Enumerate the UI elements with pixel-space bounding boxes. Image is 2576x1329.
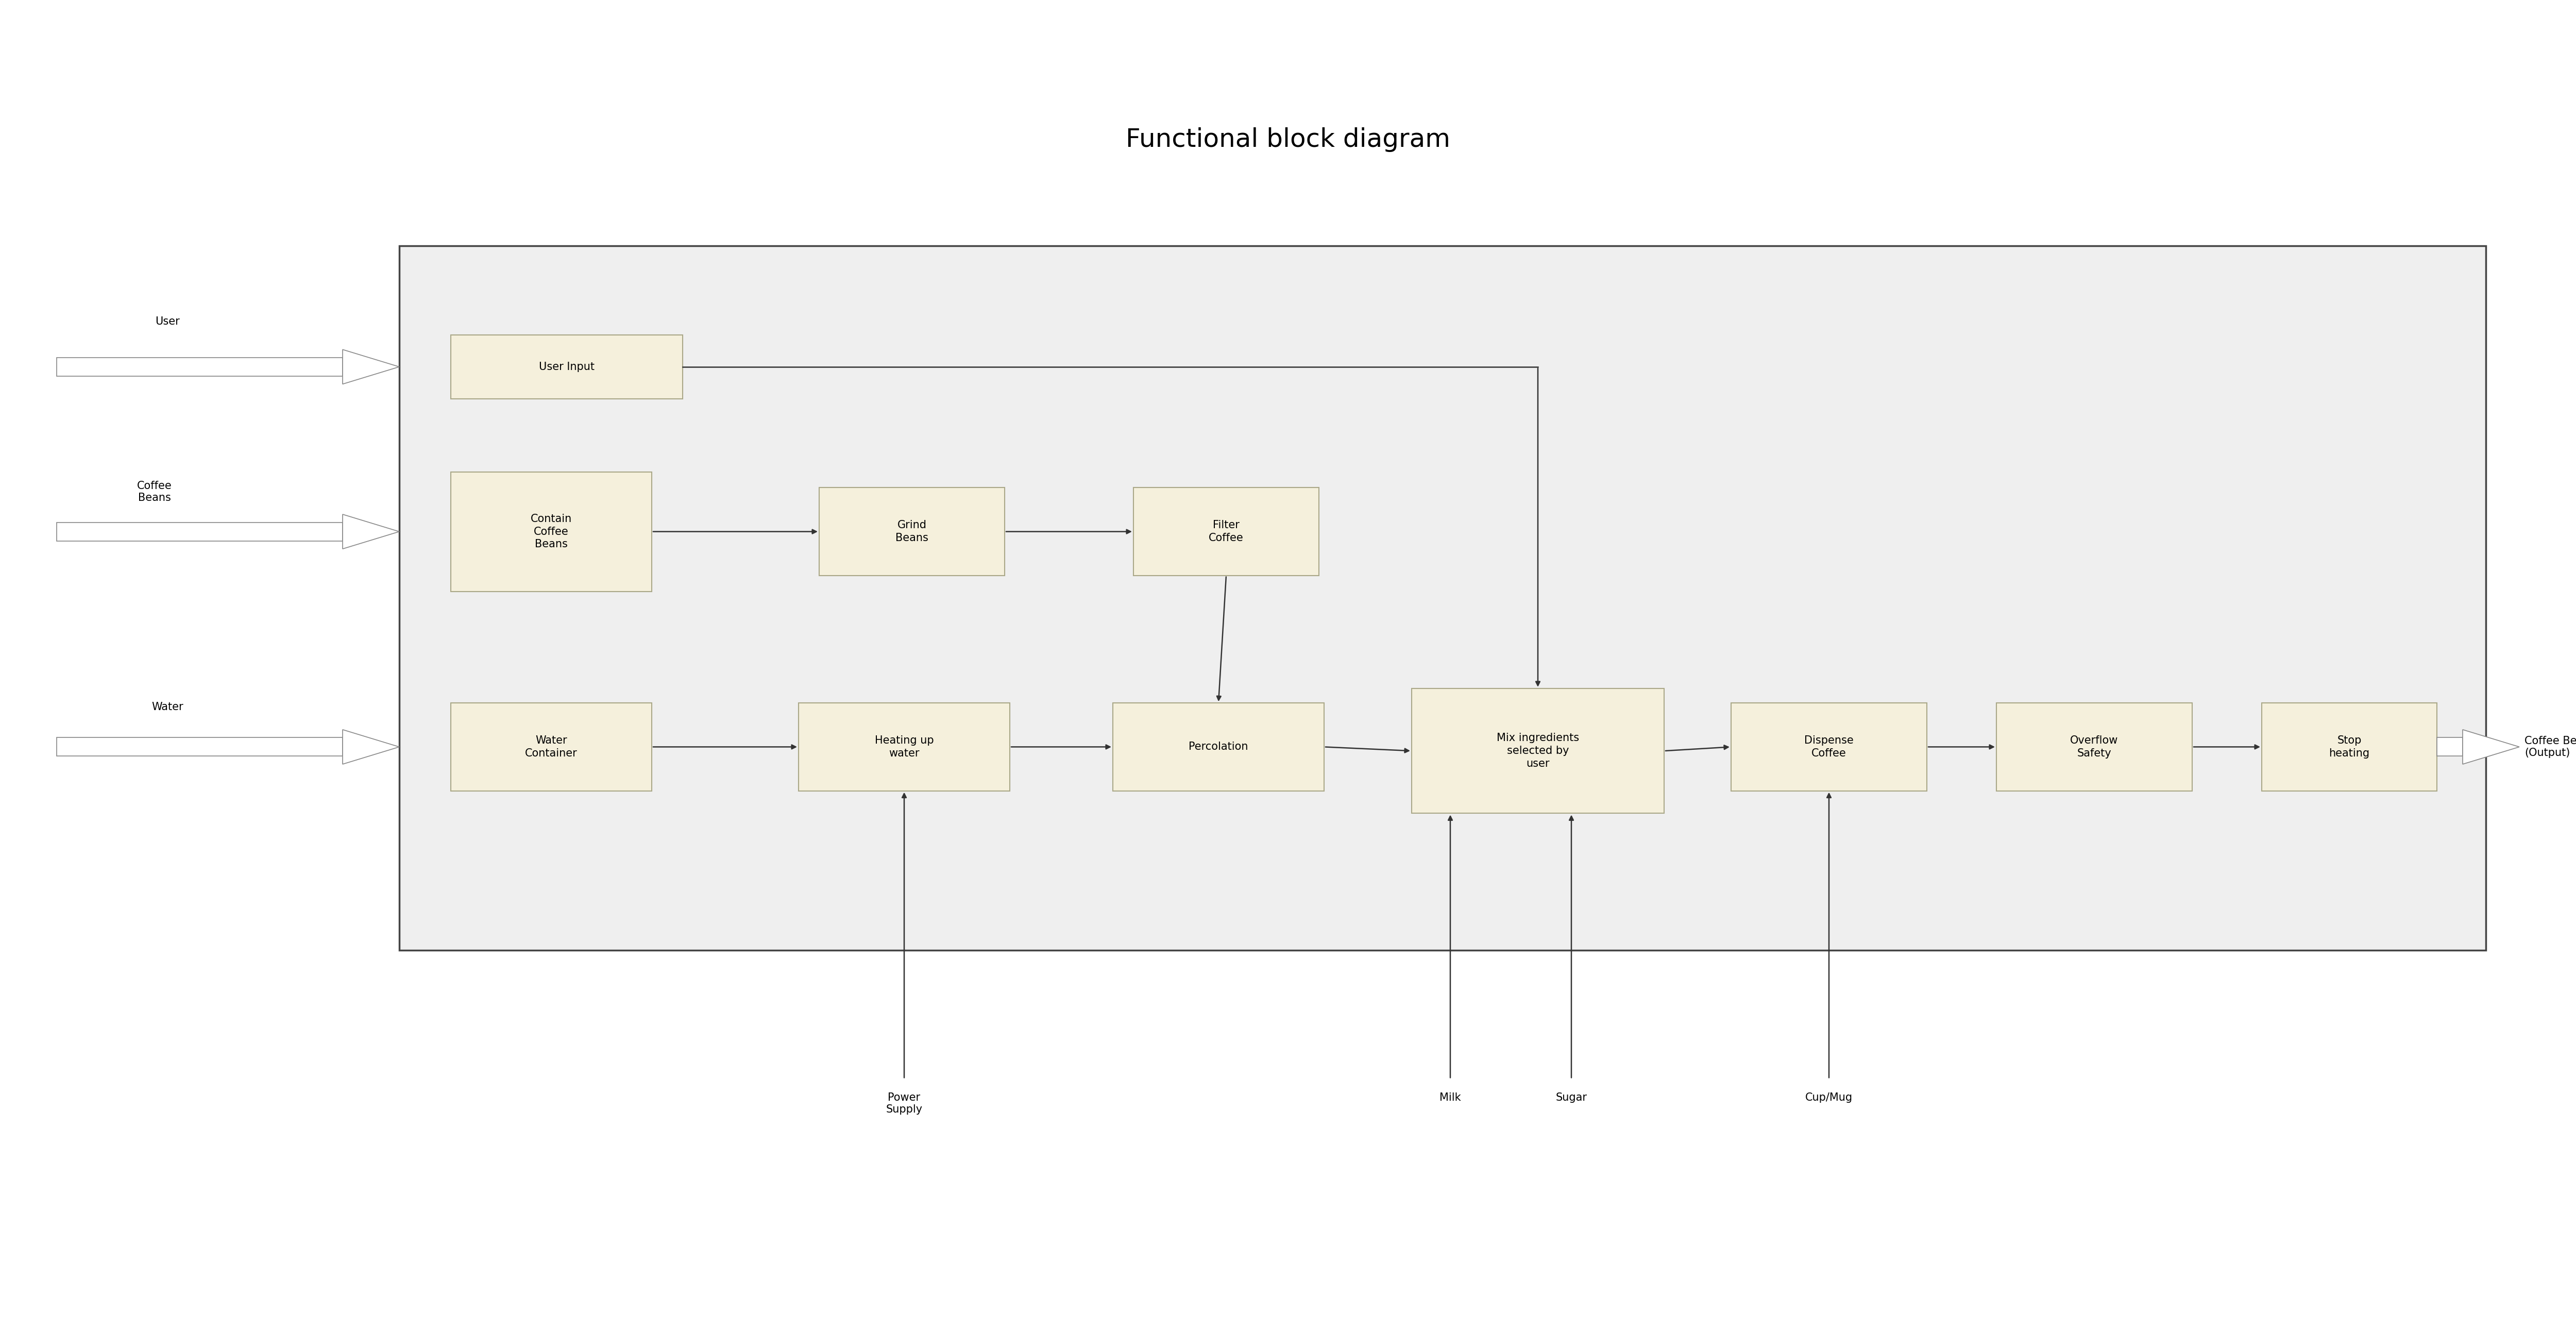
Polygon shape	[2463, 730, 2519, 764]
Text: Coffee
Beans: Coffee Beans	[137, 481, 173, 502]
Text: Power
Supply: Power Supply	[886, 1092, 922, 1115]
Text: Filter
Coffee: Filter Coffee	[1208, 520, 1244, 544]
Bar	[57, 522, 343, 541]
Text: Percolation: Percolation	[1188, 742, 1249, 752]
Bar	[451, 472, 652, 591]
Bar	[1731, 703, 1927, 791]
Text: User: User	[155, 316, 180, 327]
Text: User Input: User Input	[538, 361, 595, 372]
Bar	[2262, 703, 2437, 791]
Text: Cup/Mug: Cup/Mug	[1806, 1092, 1852, 1103]
Bar	[1996, 703, 2192, 791]
Bar	[57, 738, 343, 756]
Text: Heating up
water: Heating up water	[876, 735, 933, 759]
Polygon shape	[343, 730, 399, 764]
Text: Coffee Beverage
(Output): Coffee Beverage (Output)	[2524, 736, 2576, 758]
Bar	[1133, 488, 1319, 575]
Bar	[1412, 688, 1664, 813]
Text: Functional block diagram: Functional block diagram	[1126, 128, 1450, 152]
Bar	[451, 703, 652, 791]
Text: Stop
heating: Stop heating	[2329, 735, 2370, 759]
Bar	[451, 335, 683, 399]
Bar	[2437, 738, 2463, 756]
Bar	[1113, 703, 1324, 791]
Text: Water: Water	[152, 702, 183, 712]
Text: Mix ingredients
selected by
user: Mix ingredients selected by user	[1497, 734, 1579, 768]
Bar	[57, 358, 343, 376]
Text: Overflow
Safety: Overflow Safety	[2071, 735, 2117, 759]
Text: Contain
Coffee
Beans: Contain Coffee Beans	[531, 514, 572, 549]
Bar	[799, 703, 1010, 791]
Polygon shape	[343, 350, 399, 384]
Text: Sugar: Sugar	[1556, 1092, 1587, 1103]
Text: Dispense
Coffee: Dispense Coffee	[1803, 735, 1855, 759]
Polygon shape	[343, 514, 399, 549]
Bar	[819, 488, 1005, 575]
Bar	[399, 246, 2486, 950]
Text: Grind
Beans: Grind Beans	[896, 520, 927, 544]
Text: Water
Container: Water Container	[526, 735, 577, 759]
Text: Milk: Milk	[1440, 1092, 1461, 1103]
